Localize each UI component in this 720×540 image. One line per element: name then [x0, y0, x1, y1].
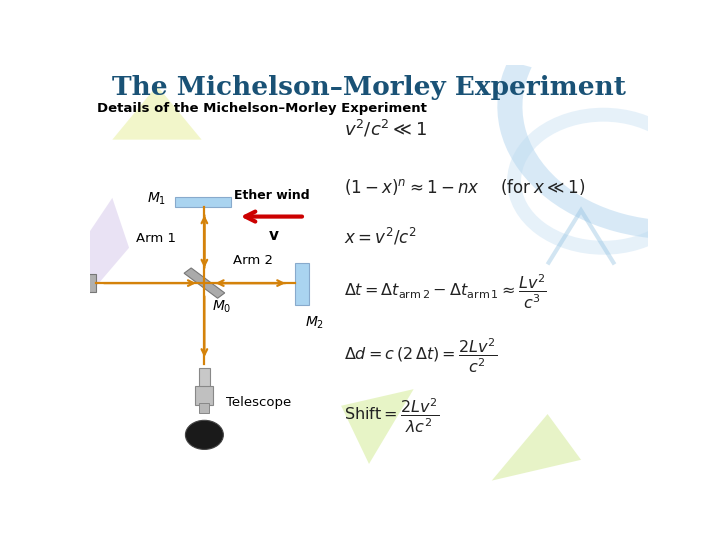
Polygon shape — [341, 389, 413, 464]
Text: $\mathbf{v}$: $\mathbf{v}$ — [269, 228, 280, 243]
Text: $\mathrm{Shift} = \dfrac{2Lv^2}{\lambda c^2}$: $\mathrm{Shift} = \dfrac{2Lv^2}{\lambda … — [344, 397, 439, 435]
Wedge shape — [498, 61, 707, 239]
Text: Telescope: Telescope — [225, 396, 291, 409]
Bar — [184, 268, 225, 298]
Ellipse shape — [186, 420, 223, 449]
Text: Ether wind: Ether wind — [233, 189, 309, 202]
Text: $\Delta t = \Delta t_{\mathrm{arm\,2}} - \Delta t_{\mathrm{arm\,1}} \approx \dfr: $\Delta t = \Delta t_{\mathrm{arm\,2}} -… — [344, 272, 546, 310]
Bar — [199, 403, 210, 413]
Text: The Michelson–Morley Experiment: The Michelson–Morley Experiment — [112, 75, 626, 100]
Text: Details of the Michelson–Morley Experiment: Details of the Michelson–Morley Experime… — [96, 102, 426, 115]
Polygon shape — [90, 198, 129, 294]
Bar — [295, 263, 309, 305]
Polygon shape — [112, 85, 202, 140]
Text: $\Delta d = c\,(2\,\Delta t) = \dfrac{2Lv^2}{c^2}$: $\Delta d = c\,(2\,\Delta t) = \dfrac{2L… — [344, 336, 497, 375]
Text: $v^2/c^2 \ll 1$: $v^2/c^2 \ll 1$ — [344, 119, 427, 140]
Text: $(\mathrm{for}\; x \ll 1)$: $(\mathrm{for}\; x \ll 1)$ — [500, 178, 585, 198]
Text: $M_1$: $M_1$ — [147, 191, 166, 207]
Text: $M_2$: $M_2$ — [305, 314, 324, 330]
Text: $M_0$: $M_0$ — [212, 299, 232, 315]
Bar — [65, 274, 71, 292]
Text: Arm 2: Arm 2 — [233, 254, 273, 267]
Bar — [199, 368, 210, 388]
Polygon shape — [492, 414, 581, 481]
Bar — [65, 274, 96, 292]
Text: Arm 1: Arm 1 — [137, 232, 176, 245]
Text: $(1 - x)^n \approx 1 - nx$: $(1 - x)^n \approx 1 - nx$ — [344, 178, 480, 198]
Bar — [176, 197, 231, 207]
Text: $x = v^2/c^2$: $x = v^2/c^2$ — [344, 227, 417, 248]
Bar — [195, 386, 213, 405]
